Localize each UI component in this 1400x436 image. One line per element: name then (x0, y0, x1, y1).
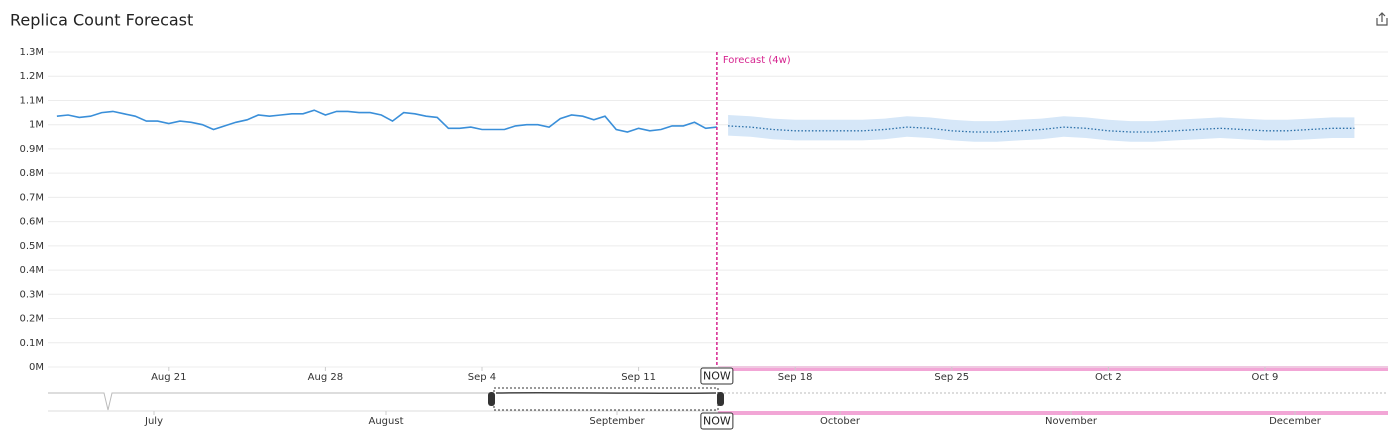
y-tick-label: 0.6M (19, 217, 44, 228)
x-tick-label: Sep 11 (621, 372, 656, 383)
y-tick-label: 1.1M (19, 95, 44, 106)
x-tick-label: Oct 2 (1095, 372, 1122, 383)
y-tick-label: 0.9M (19, 144, 44, 155)
navigator-month-label: November (1045, 416, 1098, 427)
y-tick-label: 0.4M (19, 265, 44, 276)
x-tick-label: Sep 18 (778, 372, 813, 383)
export-icon (1376, 18, 1388, 26)
navigator-selection[interactable] (493, 387, 719, 411)
now-label-box (700, 367, 734, 385)
navigator-month-label: December (1269, 416, 1322, 427)
export-arrow (1378, 12, 1386, 22)
x-tick-label: Sep 4 (468, 372, 496, 383)
y-tick-label: 0.1M (19, 338, 44, 349)
navigator-month-label: October (820, 416, 861, 427)
navigator-handle[interactable] (717, 392, 724, 406)
x-tick-label: Oct 9 (1252, 372, 1279, 383)
forecast-annotation: Forecast (4w) (723, 55, 791, 66)
navigator-month-label: August (369, 416, 404, 427)
x-tick-label: Aug 21 (151, 372, 186, 383)
chart-title: Replica Count Forecast (10, 11, 193, 30)
forecast-range-bar (718, 366, 1388, 371)
navigator-handle[interactable] (488, 392, 495, 406)
y-tick-label: 1M (29, 120, 44, 131)
x-tick-label: Aug 28 (308, 372, 343, 383)
y-tick-label: 0.7M (19, 192, 44, 203)
navigator-line (48, 392, 494, 411)
now-label: NOW (703, 370, 731, 383)
y-tick-label: 0M (29, 362, 44, 373)
navigator-selection-line (495, 391, 717, 395)
history-line (56, 109, 717, 133)
navigator-month-label: July (144, 416, 163, 427)
y-tick-label: 0.8M (19, 168, 44, 179)
now-label-box (700, 412, 734, 430)
y-tick-label: 1.2M (19, 71, 44, 82)
y-tick-label: 1.3M (19, 47, 44, 58)
forecast-band (728, 115, 1355, 142)
export-button[interactable] (1376, 12, 1388, 26)
now-label: NOW (703, 415, 731, 428)
y-tick-label: 0.5M (19, 241, 44, 252)
y-tick-label: 0.3M (19, 289, 44, 300)
navigator-month-label: September (589, 416, 645, 427)
x-tick-label: Sep 25 (934, 372, 969, 383)
navigator-forecast-bar (718, 411, 1388, 415)
y-tick-label: 0.2M (19, 314, 44, 325)
